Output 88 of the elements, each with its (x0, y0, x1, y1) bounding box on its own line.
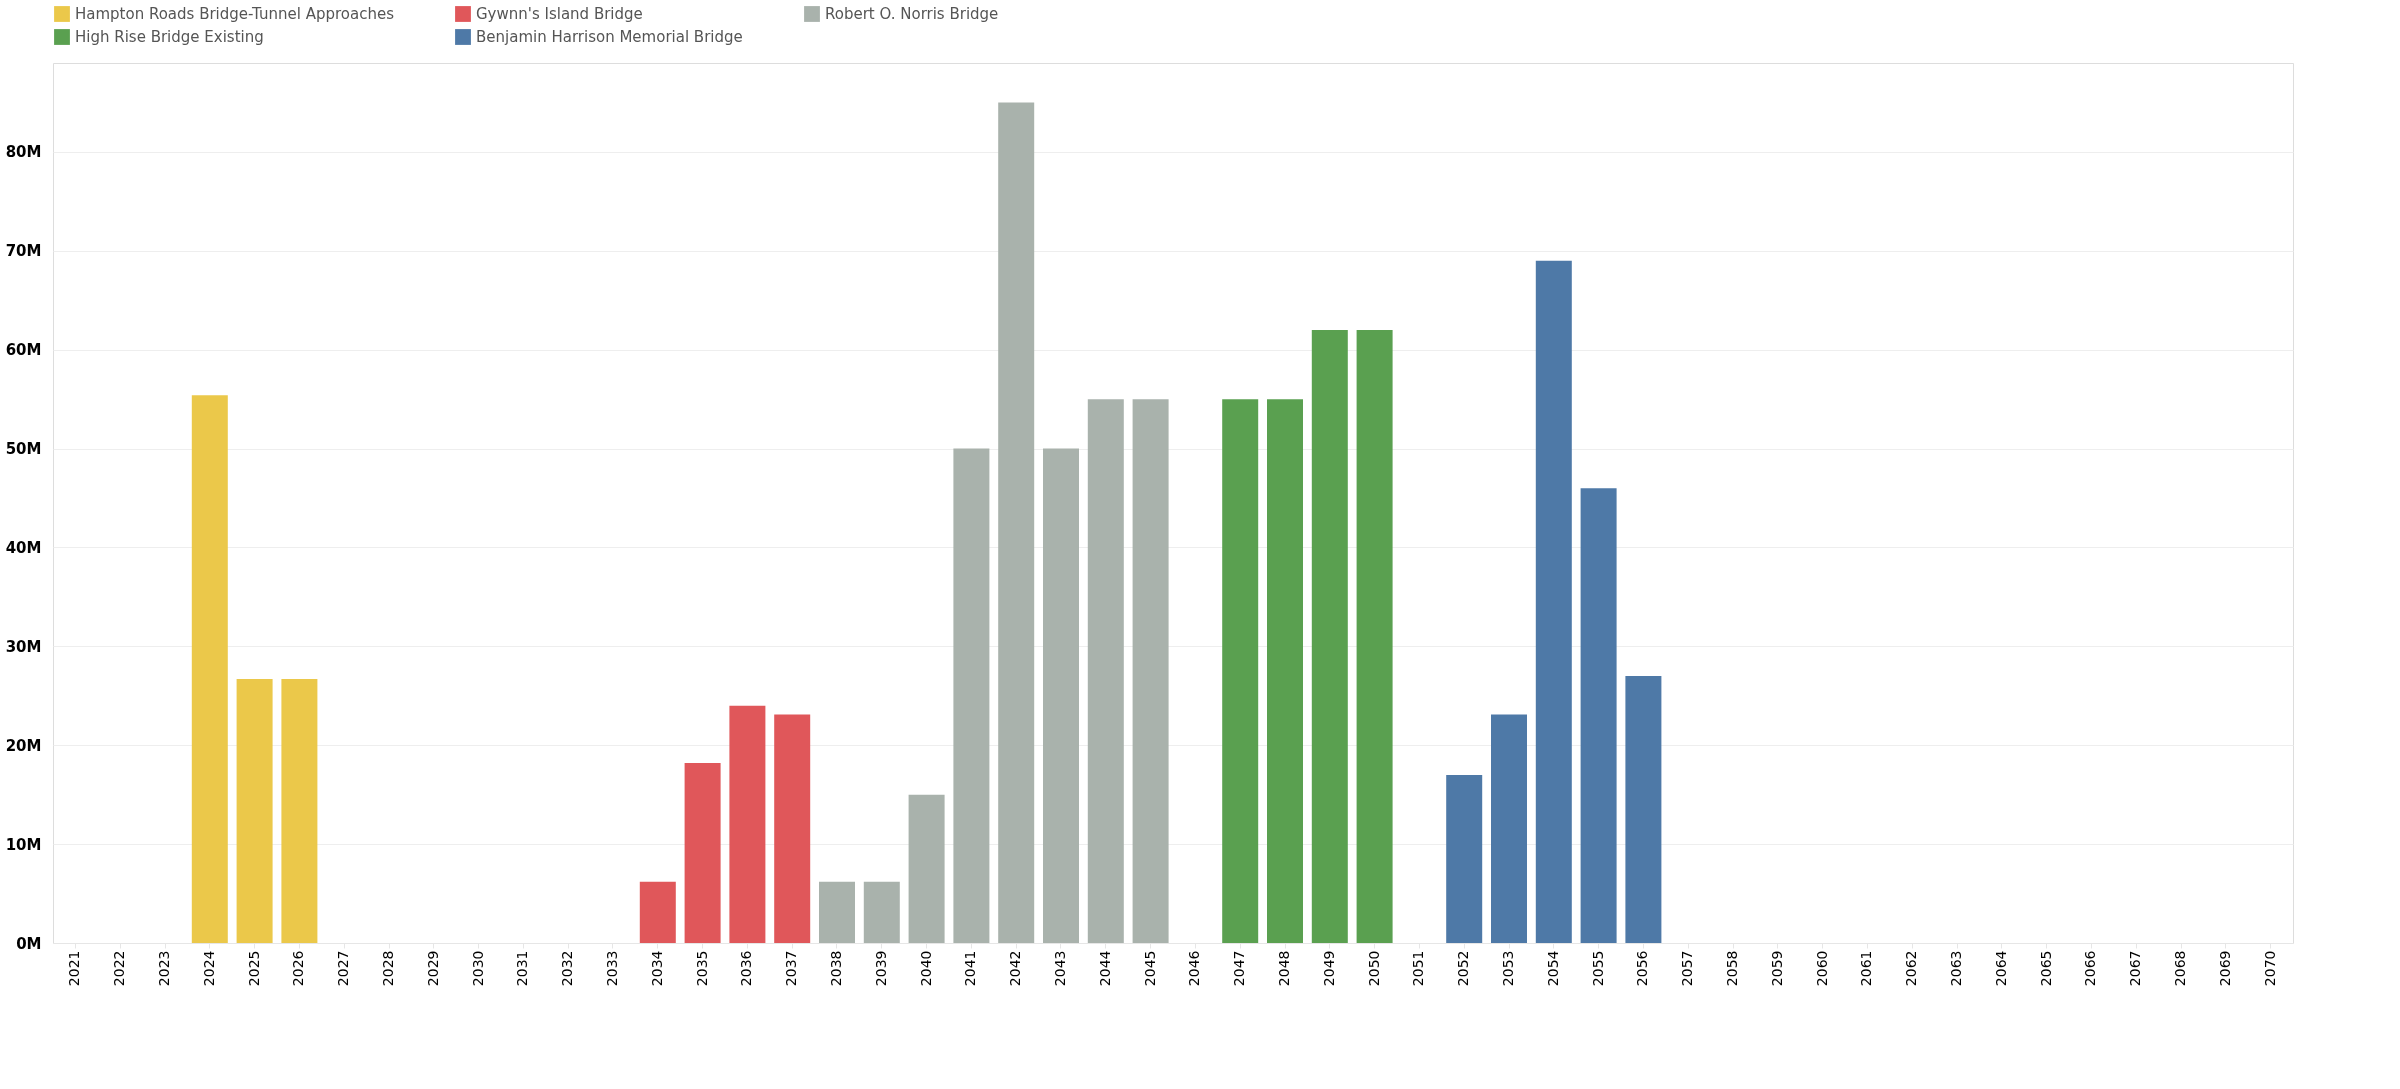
y-tick-label: 50M (5, 440, 42, 459)
x-tick-label: 2069 (2216, 950, 2233, 987)
x-tick-label: 2029 (424, 950, 441, 987)
x-tick-label: 2023 (156, 950, 172, 987)
x-tick-label: 2044 (1096, 950, 1113, 987)
x-tick-label: 2065 (2037, 950, 2054, 987)
bar (1043, 448, 1079, 943)
x-tick-label: 2032 (559, 950, 576, 987)
legend-label: Hampton Roads Bridge-Tunnel Approaches (75, 5, 395, 23)
bar (236, 679, 273, 943)
x-tick-label: 2041 (962, 950, 979, 987)
x-tick-label: 2050 (1365, 950, 1382, 987)
x-tick-label: 2031 (514, 950, 531, 987)
x-tick-label: 2047 (1231, 950, 1248, 987)
x-tick-label: 2037 (783, 950, 800, 987)
x-tick-label: 2039 (872, 950, 889, 987)
y-tick-label: 10M (5, 835, 42, 854)
bar (639, 881, 676, 943)
x-tick-label: 2035 (693, 950, 710, 987)
bar (191, 395, 228, 943)
bar (908, 794, 945, 943)
x-tick-label: 2052 (1455, 950, 1472, 987)
bar (1132, 399, 1169, 943)
x-tick-label: 2046 (1186, 950, 1203, 987)
bar (863, 881, 900, 943)
x-tick-label: 2061 (1858, 950, 1875, 987)
bar (1491, 714, 1527, 943)
x-tick-label: 2021 (66, 950, 83, 987)
legend-label: Benjamin Harrison Memorial Bridge (476, 28, 743, 46)
y-tick-label: 40M (5, 538, 42, 557)
x-tick-label: 2060 (1813, 950, 1830, 987)
x-tick-label: 2048 (1276, 950, 1292, 987)
bar (1311, 329, 1348, 943)
legend-label: High Rise Bridge Existing (75, 28, 264, 46)
bar (953, 448, 990, 943)
x-tick-label: 2070 (2261, 950, 2278, 987)
x-tick-label: 2033 (604, 950, 620, 987)
bar (281, 679, 318, 943)
bar (1580, 488, 1617, 943)
y-tick-label: 80M (5, 143, 42, 162)
bar (1087, 399, 1124, 943)
x-tick-label: 2054 (1544, 950, 1561, 987)
bar (729, 705, 766, 943)
x-tick-label: 2066 (2082, 950, 2099, 987)
bar (684, 763, 721, 943)
x-tick-label: 2053 (1500, 950, 1516, 987)
x-tick-label: 2063 (1948, 950, 1964, 987)
y-tick-label: 0M (16, 934, 42, 953)
bar (819, 881, 855, 943)
y-tick-label: 60M (5, 341, 42, 360)
y-tick-label: 70M (5, 242, 42, 261)
y-tick-label: 30M (5, 637, 42, 656)
x-tick-label: 2062 (1903, 950, 1920, 987)
x-tick-label: 2056 (1634, 950, 1651, 987)
bar (1625, 676, 1662, 943)
x-tick-label: 2064 (1992, 950, 2009, 987)
y-tick-label: 20M (5, 736, 42, 755)
x-tick-label: 2059 (1768, 950, 1785, 987)
x-tick-label: 2025 (245, 950, 262, 987)
x-tick-label: 2067 (2127, 950, 2144, 987)
x-tick-label: 2038 (828, 950, 844, 987)
bar (1356, 329, 1393, 943)
x-tick-label: 2028 (380, 950, 396, 987)
x-tick-label: 2057 (1679, 950, 1696, 987)
bar (774, 714, 811, 943)
x-tick-label: 2045 (1141, 950, 1158, 987)
x-tick-label: 2058 (1724, 950, 1740, 987)
x-tick-label: 2026 (290, 950, 307, 987)
x-tick-label: 2030 (469, 950, 486, 987)
x-tick-label: 2027 (335, 950, 352, 987)
x-tick-label: 2034 (648, 950, 665, 987)
x-tick-label: 2055 (1589, 950, 1606, 987)
x-tick-label: 2036 (738, 950, 755, 987)
x-tick-label: 2042 (1007, 950, 1024, 987)
legend-label: Gywnn's Island Bridge (476, 5, 643, 23)
x-tick-label: 2068 (2172, 950, 2188, 987)
bar (1267, 399, 1303, 943)
bar (1222, 399, 1259, 943)
bar (1446, 774, 1483, 943)
bar (1535, 260, 1572, 943)
x-tick-label: 2024 (200, 950, 217, 987)
x-tick-label: 2049 (1320, 950, 1337, 987)
legend-label: Robert O. Norris Bridge (825, 5, 999, 23)
x-tick-label: 2051 (1410, 950, 1427, 987)
x-tick-label: 2022 (111, 950, 128, 987)
x-tick-label: 2040 (917, 950, 934, 987)
x-tick-label: 2043 (1052, 950, 1068, 987)
bar (998, 102, 1035, 943)
